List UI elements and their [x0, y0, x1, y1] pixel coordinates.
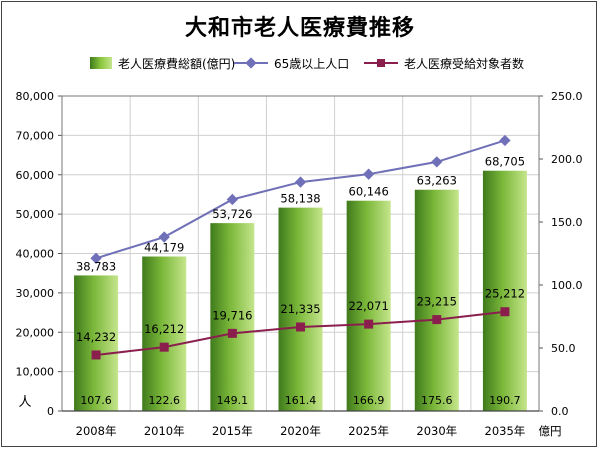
- bar-value-label: 107.6: [80, 394, 112, 407]
- recipients-point: [500, 307, 510, 317]
- y-right-unit-label: 億円: [539, 424, 562, 438]
- x-tick-label: 2020年: [280, 424, 321, 438]
- legend-item-cost: 老人医療費総額(億円): [90, 54, 235, 72]
- axes: 0 10,000 20,000 30,000 40,000 50,000 60,000 70,…: [16, 90, 583, 438]
- x-tick-label: 2008年: [76, 424, 117, 438]
- bar-2020年: [278, 207, 323, 411]
- legend-item-population: 65歳以上人口: [234, 54, 349, 72]
- bar-value-label: 161.4: [285, 394, 317, 407]
- bars: [74, 170, 527, 411]
- recipients-point: [364, 319, 374, 329]
- y-right-tick-label: 200.0: [551, 153, 583, 166]
- population-point: [226, 193, 239, 206]
- population-value-label: 38,783: [76, 259, 116, 273]
- population-point: [294, 176, 307, 188]
- population-value-label: 44,179: [144, 241, 184, 255]
- bar-value-label: 122.6: [148, 394, 180, 407]
- recipients-value-label: 21,335: [280, 302, 320, 316]
- y-right-tick-label: 0.0: [551, 405, 569, 418]
- labels: 107.6 122.6 149.1 161.4 166.9 175.6 190.7 38,78…: [76, 155, 525, 407]
- legend-item-recipients: 老人医療受給対象者数: [364, 54, 524, 72]
- bar-value-label: 190.7: [489, 394, 521, 407]
- recipients-value-label: 14,232: [76, 330, 116, 344]
- population-value-label: 60,146: [349, 185, 389, 199]
- bar-value-label: 149.1: [217, 394, 249, 407]
- recipients-value-label: 19,716: [212, 308, 252, 322]
- recipients-value-label: 16,212: [144, 322, 184, 336]
- y-left-unit-label: 人: [18, 395, 31, 410]
- x-tick-label: 2030年: [416, 424, 457, 438]
- bar-2025年: [346, 200, 391, 411]
- chart-legend: 老人医療費総額(億円) 65歳以上人口 老人医療受給対象者数: [2, 54, 598, 72]
- bar-2010年: [142, 256, 187, 411]
- bar-2015年: [210, 223, 255, 411]
- legend-line-recipients: [364, 57, 398, 69]
- recipients-point: [227, 328, 237, 338]
- y-left-tick-label: 60,000: [16, 169, 55, 182]
- population-point: [158, 231, 170, 243]
- y-left-tick-label: 80,000: [16, 90, 55, 103]
- y-left-tick-label: 40,000: [16, 248, 55, 261]
- y-left-tick-label: 0: [47, 405, 54, 418]
- legend-label-population: 65歳以上人口: [274, 56, 350, 71]
- population-value-label: 58,138: [280, 192, 320, 206]
- recipients-point: [159, 342, 169, 352]
- population-value-label: 63,263: [417, 174, 457, 188]
- population-value-label: 68,705: [485, 155, 525, 169]
- population-value-label: 53,726: [212, 207, 252, 221]
- bar-2008年: [74, 275, 119, 411]
- legend-label-recipients: 老人医療受給対象者数: [404, 56, 525, 71]
- y-left-tick-label: 50,000: [16, 208, 55, 221]
- legend-bar-swatch: [90, 57, 112, 69]
- x-tick-label: 2010年: [144, 424, 185, 438]
- x-tick-label: 2025年: [348, 424, 389, 438]
- bar-2035年: [482, 170, 527, 411]
- y-left-tick-label: 20,000: [16, 326, 55, 339]
- recipients-point: [432, 315, 442, 325]
- recipients-value-label: 25,212: [485, 287, 525, 301]
- y-right-tick-label: 100.0: [551, 279, 583, 292]
- bar-value-label: 175.6: [421, 394, 453, 407]
- y-right-tick-label: 250.0: [551, 90, 583, 103]
- bar-2030年: [414, 189, 459, 411]
- y-left-tick-label: 70,000: [16, 129, 55, 142]
- lines: [90, 134, 511, 360]
- population-point: [499, 134, 511, 147]
- legend-line-population: [234, 57, 268, 69]
- legend-label-cost: 老人医療費総額(億円): [118, 56, 236, 71]
- y-right-tick-label: 50.0: [551, 342, 576, 355]
- recipients-value-label: 22,071: [349, 299, 389, 313]
- bar-value-label: 166.9: [353, 394, 385, 407]
- x-tick-label: 2035年: [485, 424, 526, 438]
- y-left-tick-label: 30,000: [16, 287, 55, 300]
- recipients-value-label: 23,215: [417, 295, 457, 309]
- recipients-point: [296, 322, 305, 332]
- y-right-tick-label: 150.0: [551, 216, 583, 229]
- population-point: [362, 168, 375, 180]
- x-tick-label: 2015年: [212, 424, 253, 438]
- recipients-point: [91, 350, 101, 360]
- population-point: [431, 156, 443, 168]
- chart-title: 大和市老人医療費推移: [184, 16, 415, 41]
- y-left-tick-label: 10,000: [16, 366, 55, 379]
